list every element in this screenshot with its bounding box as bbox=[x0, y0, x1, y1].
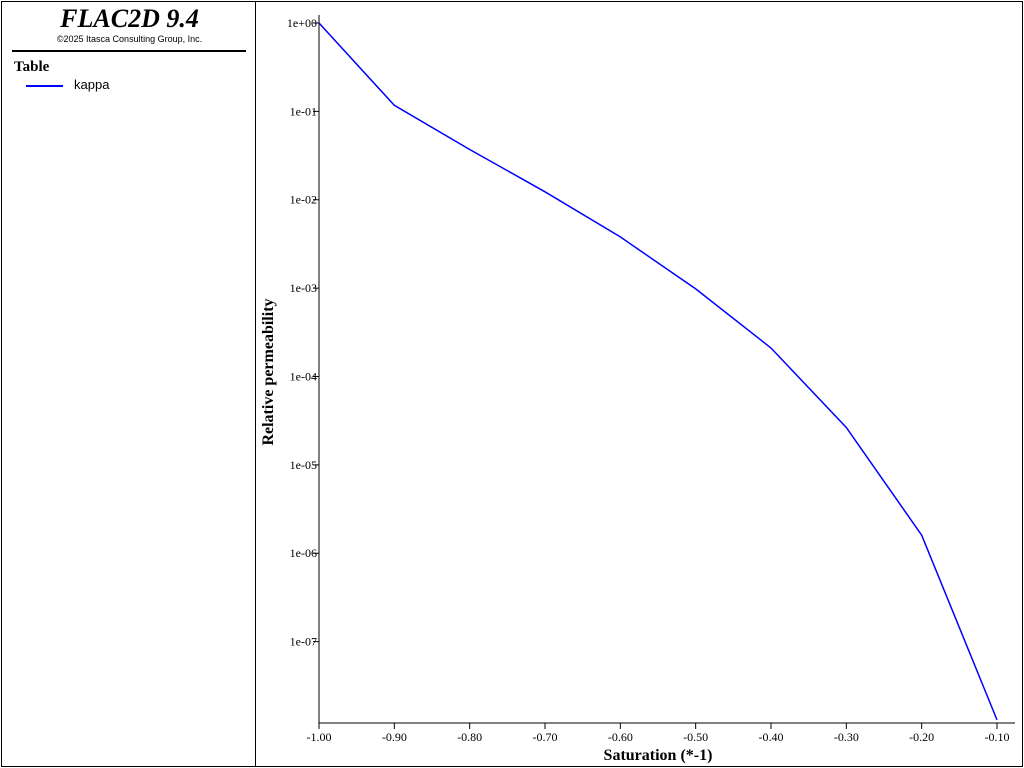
chart-ticks: -1.00 -0.90 -0.80 -0.70 -0.60 -0.50 -0.40 -0.30… bbox=[287, 16, 1010, 744]
x-tick-label: -1.00 bbox=[307, 730, 332, 744]
x-tick-label: -0.50 bbox=[683, 730, 708, 744]
y-tick-label: 1e-07 bbox=[290, 635, 317, 649]
series-line-kappa bbox=[318, 22, 998, 721]
x-axis-title: Saturation (*-1) bbox=[604, 747, 713, 764]
copyright-text: ©2025 Itasca Consulting Group, Inc. bbox=[56, 34, 203, 44]
x-tick-label: -0.70 bbox=[533, 730, 558, 744]
x-tick-label: -0.10 bbox=[985, 730, 1010, 744]
y-tick-label: 1e-03 bbox=[290, 281, 317, 295]
x-tick-label: -0.20 bbox=[909, 730, 934, 744]
y-tick-label: 1e-01 bbox=[290, 104, 317, 118]
legend-panel: FLAC2D 9.4 ©2025 Itasca Consulting Group… bbox=[2, 2, 256, 766]
y-tick-label: 1e+00 bbox=[287, 16, 317, 30]
legend-heading: Table bbox=[14, 59, 50, 75]
y-tick-label: 1e-05 bbox=[290, 458, 317, 472]
legend-label-kappa: kappa bbox=[74, 77, 110, 92]
chart-axes bbox=[318, 15, 1015, 724]
y-tick-label: 1e-04 bbox=[290, 369, 317, 383]
x-tick-label: -0.40 bbox=[759, 730, 784, 744]
legend-swatch-kappa bbox=[26, 85, 63, 87]
x-tick-label: -0.90 bbox=[382, 730, 407, 744]
x-tick-label: -0.80 bbox=[457, 730, 482, 744]
legend-divider bbox=[12, 50, 246, 52]
y-tick-label: 1e-06 bbox=[290, 546, 317, 560]
x-tick-label: -0.60 bbox=[608, 730, 633, 744]
x-tick-label: -0.30 bbox=[834, 730, 859, 744]
app-title: FLAC2D 9.4 bbox=[60, 4, 199, 33]
chart-series bbox=[318, 22, 998, 721]
y-axis-title: Relative permeability bbox=[260, 298, 277, 445]
y-tick-label: 1e-02 bbox=[290, 193, 317, 207]
